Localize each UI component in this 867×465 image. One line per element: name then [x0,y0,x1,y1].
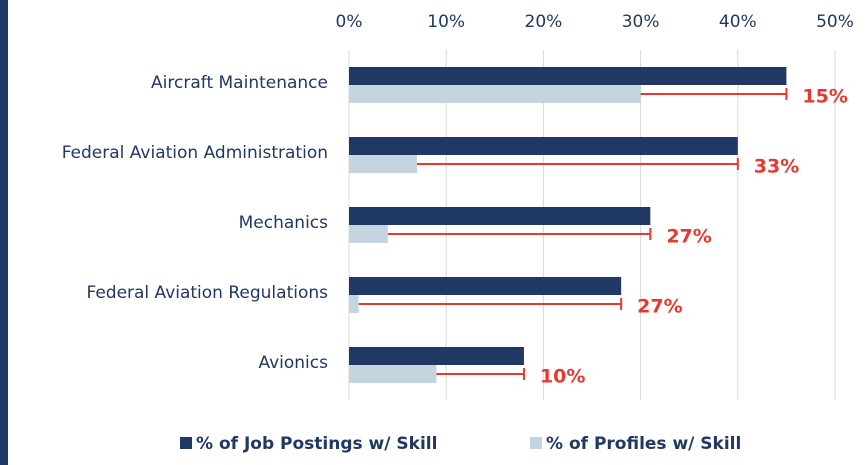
x-tick-label: 0% [336,12,363,32]
bar [349,67,787,85]
bar [349,85,641,103]
gap-label: 27% [637,296,682,318]
y-tick-label: Federal Aviation Regulations [86,283,328,303]
bar [349,365,437,383]
x-tick-label: 10% [427,12,465,32]
legend-label: % of Job Postings w/ Skill [196,434,437,454]
y-tick-label: Avionics [258,353,328,373]
legend-swatch [530,437,542,449]
gap-label: 10% [540,366,585,388]
x-tick-label: 30% [622,12,660,32]
bar [349,155,418,173]
legend-label: % of Profiles w/ Skill [546,434,741,454]
x-tick-label: 40% [719,12,757,32]
y-tick-label: Mechanics [239,213,329,233]
bar [349,277,622,295]
x-tick-label: 20% [525,12,563,32]
y-tick-label: Aircraft Maintenance [151,73,328,93]
legend-swatch [180,437,192,449]
bar [349,207,651,225]
bar [349,347,524,365]
side-stripe [0,0,8,465]
bar [349,295,359,313]
y-tick-label: Federal Aviation Administration [62,143,328,163]
gap-label: 33% [754,156,799,178]
x-tick-label: 50% [816,12,854,32]
bar [349,225,388,243]
gap-label: 27% [666,226,711,248]
gap-label: 15% [802,86,847,108]
bar [349,137,738,155]
